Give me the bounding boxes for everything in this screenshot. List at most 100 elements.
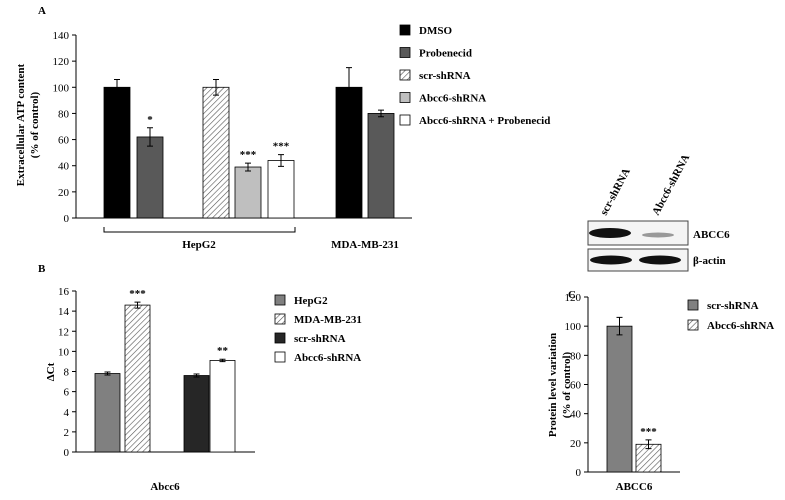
lane-label: Abcc6-shRNA: [650, 152, 692, 217]
legend-swatch: [274, 294, 286, 306]
y-tick-label: 80: [570, 350, 582, 362]
error-bar: [219, 358, 226, 363]
error-bar: [278, 154, 284, 167]
legend-swatch: [399, 24, 411, 36]
error-bar: [134, 301, 141, 309]
y-tick-label: 120: [565, 292, 582, 304]
y-tick-label: 140: [53, 30, 70, 42]
y-axis-label: Extracellular ATP content: [15, 63, 27, 186]
bar: [267, 160, 295, 219]
bar: [183, 375, 210, 453]
error-bar: [245, 162, 251, 172]
y-tick-label: 0: [576, 467, 582, 479]
bar: [136, 136, 164, 219]
error-bar: [645, 439, 652, 450]
y-tick-label: 100: [565, 321, 582, 333]
error-bar: [147, 127, 153, 147]
bar: [234, 166, 262, 219]
y-tick-label: 60: [58, 135, 70, 147]
legend-label: Abcc6-shRNA: [419, 93, 486, 105]
panel-label: B: [38, 263, 46, 275]
panel-label: A: [38, 5, 46, 17]
x-tick-label: MDA-MB-231: [331, 239, 399, 251]
significance: *: [147, 114, 153, 126]
legend-label: MDA-MB-231: [294, 314, 362, 326]
y-tick-label: 0: [64, 213, 70, 225]
y-axis-label: ΔCt: [45, 362, 57, 381]
band: [642, 232, 674, 238]
legend-label: Probenecid: [419, 48, 472, 60]
y-tick-label: 20: [58, 187, 70, 199]
legend-label: scr-shRNA: [707, 300, 759, 312]
y-tick-label: 120: [53, 56, 70, 68]
error-bar: [346, 67, 352, 108]
legend-label: scr-shRNA: [294, 333, 346, 345]
group-bracket: [103, 227, 296, 233]
legend-label: Abcc6-shRNA: [707, 320, 774, 332]
y-tick-label: 4: [64, 407, 70, 419]
bar: [103, 86, 131, 219]
bar: [94, 373, 121, 453]
legend-swatch: [399, 114, 411, 126]
legend-label: Abcc6-shRNA + Probenecid: [419, 115, 550, 127]
bar: [335, 86, 363, 219]
legend-swatch: [274, 332, 286, 344]
significance: ***: [240, 149, 257, 161]
legend-label: HepG2: [294, 295, 328, 307]
y-tick-label: 100: [53, 82, 70, 94]
legend-swatch: [399, 69, 411, 81]
legend-label: DMSO: [419, 25, 452, 37]
band-label: ABCC6: [693, 229, 730, 241]
legend-swatch: [399, 47, 411, 58]
band: [639, 255, 681, 265]
band-label: β-actin: [693, 255, 726, 267]
blot-panel: [587, 248, 689, 272]
legend-swatch: [399, 92, 411, 103]
bar: [606, 325, 633, 473]
western-blot: scr-shRNA Abcc6-shRNA ABCC6 β-actin: [587, 152, 730, 272]
legend-swatch: [274, 351, 286, 363]
y-tick-label: 60: [570, 380, 582, 392]
x-tick-label: HepG2: [182, 239, 216, 251]
error-bar: [104, 371, 111, 376]
lane-label: scr-shRNA: [598, 166, 633, 217]
y-tick-label: 14: [58, 306, 70, 318]
legend-swatch: [274, 313, 286, 325]
bar: [209, 360, 236, 453]
x-tick-label: ABCC6: [616, 481, 653, 493]
significance: **: [217, 345, 229, 357]
legend-swatch: [687, 319, 699, 331]
legend-label: Abcc6-shRNA: [294, 352, 361, 364]
bar: [367, 113, 395, 219]
significance: ***: [273, 141, 290, 153]
error-bar: [616, 316, 623, 336]
y-axis-label: Protein level variation: [547, 333, 559, 437]
y-tick-label: 16: [58, 286, 70, 298]
y-tick-label: 8: [64, 367, 70, 379]
error-bar: [193, 373, 200, 378]
error-bar: [114, 78, 120, 96]
y-tick-label: 40: [58, 161, 70, 173]
band: [589, 228, 631, 238]
panel-label: C: [568, 289, 576, 301]
legend-label: scr-shRNA: [419, 70, 471, 82]
bar: [202, 86, 230, 219]
bar: [124, 304, 151, 453]
error-bar: [213, 78, 219, 96]
band: [590, 255, 632, 265]
x-tick-label: Abcc6: [150, 481, 180, 493]
y-tick-label: 10: [58, 346, 70, 358]
y-tick-label: 0: [64, 447, 70, 459]
y-tick-label: 20: [570, 438, 582, 450]
y-axis-label: (% of control): [29, 91, 41, 158]
significance: ***: [640, 426, 657, 438]
y-tick-label: 6: [64, 387, 70, 399]
legend-swatch: [687, 299, 699, 311]
y-tick-label: 12: [58, 326, 69, 338]
significance: ***: [129, 288, 146, 300]
y-tick-label: 40: [570, 409, 582, 421]
y-tick-label: 80: [58, 108, 70, 120]
y-tick-label: 2: [64, 427, 70, 439]
error-bar: [378, 109, 384, 118]
